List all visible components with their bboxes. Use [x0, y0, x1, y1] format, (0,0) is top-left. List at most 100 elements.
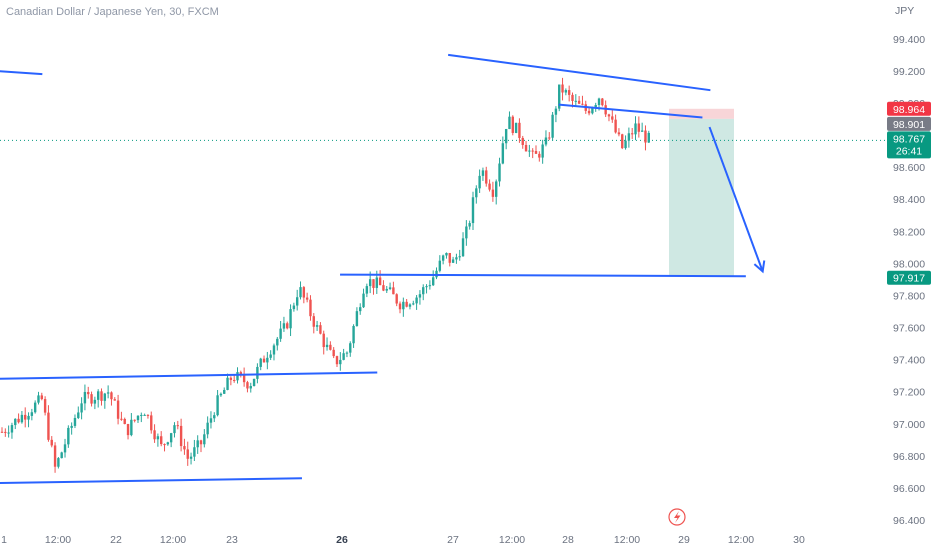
candle — [624, 135, 627, 150]
candle — [332, 347, 335, 359]
candle — [561, 77, 564, 101]
candle — [402, 297, 405, 317]
candle-body — [368, 279, 372, 287]
arrow-head — [753, 260, 766, 274]
candle-body — [17, 418, 20, 423]
candle — [123, 417, 126, 425]
candle — [242, 367, 246, 387]
candle — [116, 394, 120, 425]
candle — [458, 249, 461, 261]
candle — [93, 396, 97, 410]
candle — [0, 427, 4, 433]
candle-body — [597, 98, 601, 106]
candle-body — [80, 403, 83, 413]
candle-body — [199, 440, 203, 445]
candle — [295, 289, 299, 311]
candle-body — [133, 419, 136, 421]
candle-body — [223, 389, 226, 394]
trendline[interactable] — [0, 371, 378, 380]
candle-body — [325, 344, 329, 348]
candle — [140, 412, 143, 423]
candle-body — [43, 399, 47, 413]
candle — [223, 387, 226, 394]
y-tick-label: 97.600 — [893, 323, 925, 335]
candle-body — [339, 359, 342, 365]
candle-body — [418, 294, 422, 298]
candle-body — [504, 129, 508, 144]
candle-body — [392, 287, 395, 295]
x-tick-label: 29 — [678, 534, 690, 546]
candle-body — [203, 434, 206, 445]
candle-body — [441, 255, 445, 261]
candle-body — [438, 260, 442, 271]
candle-body — [279, 328, 282, 339]
candle-body — [126, 424, 130, 436]
candle-body — [581, 103, 584, 105]
candle — [431, 270, 435, 287]
candle — [150, 411, 153, 434]
candle — [50, 436, 53, 448]
candle — [325, 337, 329, 351]
candle — [382, 280, 385, 292]
candle — [352, 324, 355, 348]
candle — [445, 252, 448, 259]
x-tick-label: 1 — [1, 534, 7, 546]
candle — [425, 284, 428, 294]
currency-label: JPY — [895, 5, 914, 17]
trendline[interactable] — [0, 477, 302, 485]
candle — [329, 341, 332, 351]
x-tick-label: 28 — [562, 534, 574, 546]
candle-body — [478, 175, 481, 189]
candle-body — [349, 343, 352, 353]
trendline[interactable] — [558, 103, 703, 119]
candle — [292, 302, 296, 312]
candle — [305, 292, 309, 303]
candle — [365, 283, 369, 298]
candle-body — [548, 137, 551, 139]
projection-arrow[interactable] — [708, 126, 764, 272]
candle-body — [461, 238, 465, 257]
candle — [100, 388, 103, 406]
current-price-text: 98.767 — [893, 133, 925, 145]
candle-body — [150, 415, 153, 431]
candle-body — [614, 119, 617, 133]
profit-zone — [669, 118, 734, 277]
chart-title: Canadian Dollar / Japanese Yen, 30, FXCM — [6, 6, 219, 18]
candle-body — [611, 116, 614, 120]
candle-body — [567, 90, 571, 95]
x-tick-label: 12:00 — [728, 534, 754, 546]
candle — [630, 127, 634, 139]
candle-body — [173, 425, 176, 434]
target-badge-text: 97.917 — [893, 273, 925, 285]
candle-body — [242, 374, 246, 383]
candle-body — [455, 257, 458, 260]
stop-loss-badge-text: 98.964 — [893, 104, 925, 116]
candle-body — [236, 372, 239, 381]
y-tick-label: 96.400 — [893, 515, 925, 527]
candle-body — [630, 133, 634, 135]
trendline[interactable] — [448, 53, 711, 92]
x-tick-label: 12:00 — [160, 534, 186, 546]
candle — [438, 255, 442, 273]
candle-body — [140, 414, 143, 416]
candle — [133, 419, 136, 423]
y-tick-label: 96.800 — [893, 451, 925, 463]
candle — [412, 300, 415, 306]
trendline[interactable] — [340, 273, 746, 278]
candle-body — [422, 287, 425, 295]
candle-body — [531, 150, 534, 152]
candle — [37, 391, 40, 405]
candle — [299, 281, 302, 300]
y-tick-label: 97.400 — [893, 355, 925, 367]
candle-body — [100, 391, 103, 401]
candle — [322, 330, 325, 355]
candle — [169, 432, 173, 448]
candle — [160, 431, 163, 447]
candle — [471, 191, 475, 231]
trendline[interactable] — [0, 70, 43, 76]
candle — [551, 112, 554, 141]
candle-body — [179, 425, 183, 447]
candle-body — [37, 395, 40, 403]
candle-body — [163, 444, 166, 446]
